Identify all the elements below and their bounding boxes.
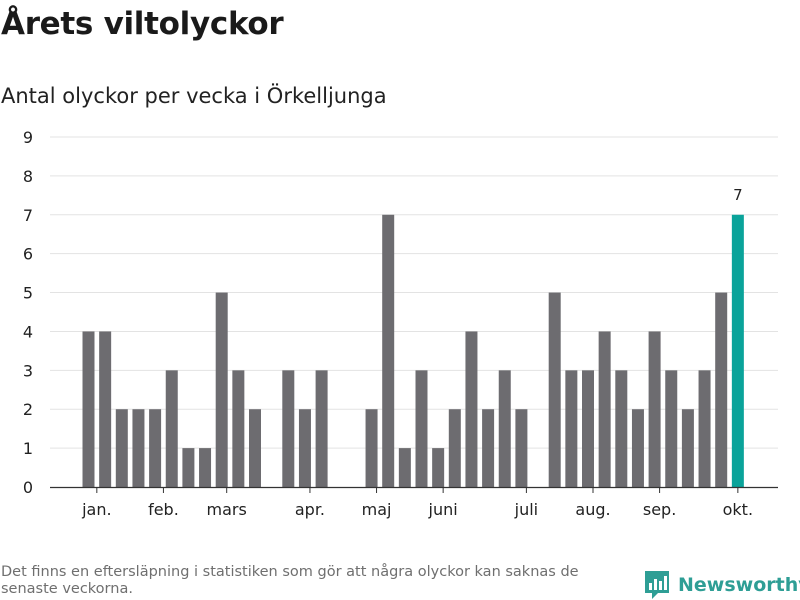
bar [315,370,328,487]
bar [282,370,295,487]
bar [615,370,628,487]
y-tick-label: 5 [23,284,33,303]
y-tick-label: 2 [23,400,33,419]
y-tick-label: 9 [23,128,33,147]
x-tick-label: juli [514,500,538,519]
bar [548,292,561,487]
x-tick-label: mars [207,500,247,519]
data-label: 7 [733,186,743,204]
bar [115,409,128,487]
bar [515,409,528,487]
bar [415,370,428,487]
bar [648,331,661,487]
y-tick-label: 0 [23,478,33,497]
bar [432,448,445,487]
chart-subtitle: Antal olyckor per vecka i Örkelljunga [1,84,387,108]
x-tick-label: jan. [81,500,111,519]
bar [382,214,395,487]
bar [249,409,261,487]
bar [99,331,112,487]
bar [565,370,578,487]
brand-name: Newsworthy [678,574,800,596]
bar [132,409,145,487]
bar [665,370,678,487]
y-tick-label: 4 [23,322,33,341]
x-tick-label: apr. [295,500,325,519]
x-tick-label: aug. [575,500,610,519]
bar [182,448,195,487]
bar [448,409,461,487]
footnote: Det finns en eftersläpning i statistiken… [1,564,579,597]
bar [715,292,728,487]
bar [582,370,594,487]
bar [232,370,245,487]
x-tick-label: juni [428,500,458,519]
y-tick-label: 1 [23,439,33,458]
bar [365,409,378,487]
chart-title: Årets viltolyckor [1,6,284,42]
x-tick-label: okt. [723,500,753,519]
bar [82,331,95,487]
bar [465,331,478,487]
bar [199,448,212,487]
bar [298,409,311,487]
bar [498,370,511,487]
y-tick-label: 7 [23,206,33,225]
bar [698,370,711,487]
bar [215,292,228,487]
x-tick-label: feb. [148,500,179,519]
bar [731,214,744,487]
y-tick-label: 8 [23,167,33,186]
bar [681,409,694,487]
bar [631,409,644,487]
y-tick-label: 6 [23,245,33,264]
bar [398,448,411,487]
bar [149,409,162,487]
bar [165,370,178,487]
bar [598,331,611,487]
x-tick-label: maj [362,500,392,519]
newsworthy-logo-icon [645,571,669,599]
bar [482,409,495,487]
x-tick-label: sep. [643,500,676,519]
y-tick-label: 3 [23,361,33,380]
brand-logo[interactable]: Newsworthy [644,570,800,600]
